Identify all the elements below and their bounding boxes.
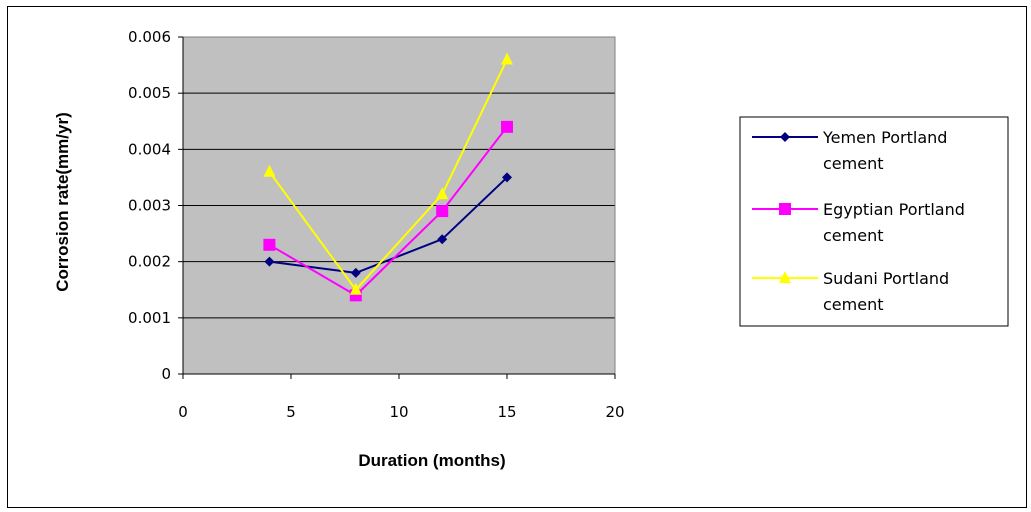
y-tick-label: 0 xyxy=(161,365,171,383)
series-1 xyxy=(264,172,512,278)
data-point xyxy=(501,120,513,133)
data-point xyxy=(436,187,449,200)
x-tick-label: 15 xyxy=(497,403,516,421)
data-point xyxy=(263,238,276,251)
y-tick-label: 0.002 xyxy=(128,253,171,271)
y-tick-label: 0.005 xyxy=(128,84,171,102)
data-point xyxy=(436,205,449,218)
legend-marker xyxy=(780,132,790,142)
y-tick-label: 0.003 xyxy=(128,197,171,215)
y-tick-label: 0.001 xyxy=(128,309,171,327)
x-tick-label: 10 xyxy=(389,403,408,421)
legend-label: cement xyxy=(823,154,883,173)
data-point xyxy=(502,172,512,183)
legend-items: Yemen Portland cement Egyptian Portland cem… xyxy=(752,128,965,314)
x-tick-label: 5 xyxy=(286,403,296,421)
series-lines xyxy=(263,52,513,302)
x-axis-ticks: 0 5 10 15 20 xyxy=(178,374,625,421)
legend-item: Sudani Portland cement xyxy=(752,269,949,314)
legend-label: cement xyxy=(823,226,883,245)
legend-box xyxy=(739,116,1009,327)
series-line xyxy=(268,59,508,292)
data-point xyxy=(263,164,276,177)
data-point xyxy=(350,267,361,278)
y-tick-label: 0.004 xyxy=(128,140,171,158)
legend-item: Egyptian Portland cement xyxy=(752,200,965,245)
data-point xyxy=(264,256,275,267)
legend-marker xyxy=(779,203,791,215)
y-axis-ticks: 0 0.001 0.002 0.003 0.004 0.005 0.006 xyxy=(128,28,183,383)
plot-area xyxy=(182,36,616,375)
legend-item: Yemen Portland cement xyxy=(752,128,947,173)
series-line xyxy=(269,176,508,274)
data-point xyxy=(437,234,448,245)
x-tick-label: 0 xyxy=(178,403,188,421)
legend-label: Egyptian Portland xyxy=(823,200,965,219)
data-point xyxy=(349,282,362,295)
x-tick-label: 20 xyxy=(605,403,624,421)
series-line xyxy=(268,126,508,297)
y-axis-title: Corrosion rate(mm/yr) xyxy=(53,112,72,291)
legend-label: Yemen Portland xyxy=(822,128,947,147)
series-3 xyxy=(263,52,513,295)
legend-label: cement xyxy=(823,295,883,314)
x-axis-title: Duration (months) xyxy=(358,451,505,470)
legend-marker xyxy=(779,271,791,283)
legend: Yemen Portland cement Egyptian Portland cem… xyxy=(739,116,1009,327)
y-tick-label: 0.006 xyxy=(128,28,171,46)
data-point xyxy=(501,52,513,65)
legend-label: Sudani Portland xyxy=(823,269,949,288)
